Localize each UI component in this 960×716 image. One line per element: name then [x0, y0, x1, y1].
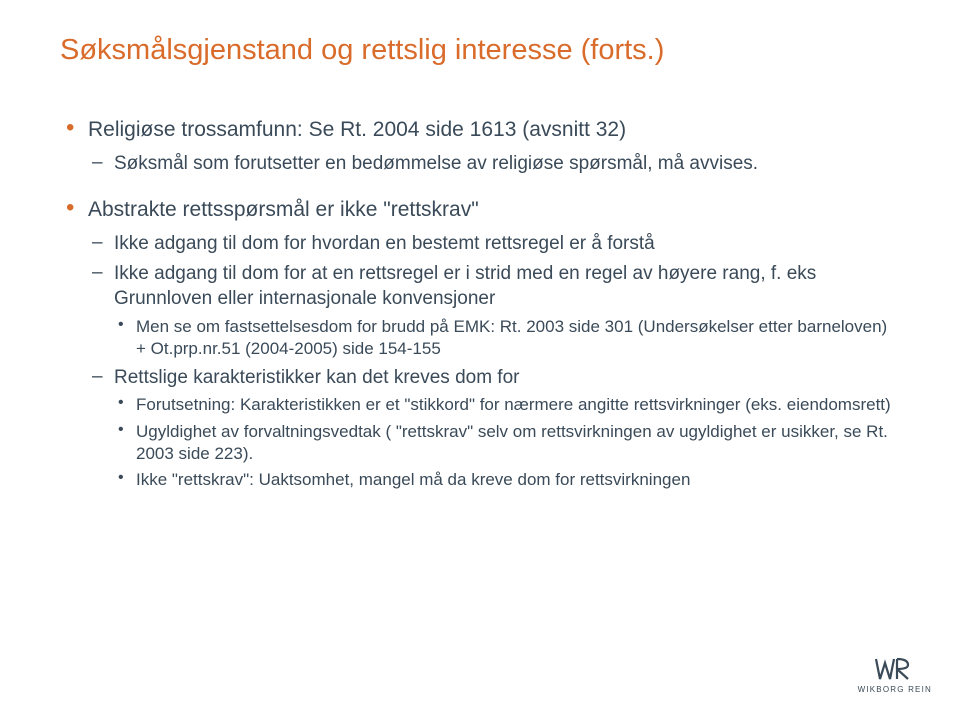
bullet-text: Men se om fastsettelsesdom for brudd på … [136, 316, 900, 360]
bullet-text: Abstrakte rettsspørsmål er ikke "rettskr… [88, 196, 900, 223]
bullet-item: Ikke adgang til dom for hvordan en beste… [88, 232, 900, 257]
bullet-text: Religiøse trossamfunn: Se Rt. 2004 side … [88, 116, 900, 143]
bullet-text: Forutsetning: Karakteristikken er et "st… [136, 394, 900, 416]
logo-icon [873, 655, 917, 683]
bullet-item: Forutsetning: Karakteristikken er et "st… [114, 394, 900, 416]
bullet-item: Religiøse trossamfunn: Se Rt. 2004 side … [60, 116, 900, 176]
bullet-text: Ikke adgang til dom for hvordan en beste… [114, 232, 900, 257]
bullet-item: Abstrakte rettsspørsmål er ikke "rettskr… [60, 196, 900, 491]
bullet-text: Ikke "rettskrav": Uaktsomhet, mangel må … [136, 469, 900, 491]
slide-title: Søksmålsgjenstand og rettslig interesse … [60, 32, 900, 68]
bullet-item: Søksmål som forutsetter en bedømmelse av… [88, 152, 900, 177]
slide: Søksmålsgjenstand og rettslig interesse … [0, 0, 960, 716]
bullet-text: Søksmål som forutsetter en bedømmelse av… [114, 152, 900, 177]
bullet-item: Rettslige karakteristikker kan det kreve… [88, 366, 900, 491]
logo-text: WIKBORG REIN [858, 685, 932, 694]
bullet-item: Ikke "rettskrav": Uaktsomhet, mangel må … [114, 469, 900, 491]
bullet-item: Ikke adgang til dom for at en rettsregel… [88, 262, 900, 360]
brand-logo: WIKBORG REIN [858, 655, 932, 694]
bullet-text: Rettslige karakteristikker kan det kreve… [114, 366, 900, 391]
bullet-text: Ikke adgang til dom for at en rettsregel… [114, 262, 900, 311]
bullet-item: Ugyldighet av forvaltningsvedtak ( "rett… [114, 421, 900, 465]
bullet-item: Men se om fastsettelsesdom for brudd på … [114, 316, 900, 360]
bullet-list: Religiøse trossamfunn: Se Rt. 2004 side … [60, 116, 900, 491]
bullet-text: Ugyldighet av forvaltningsvedtak ( "rett… [136, 421, 900, 465]
